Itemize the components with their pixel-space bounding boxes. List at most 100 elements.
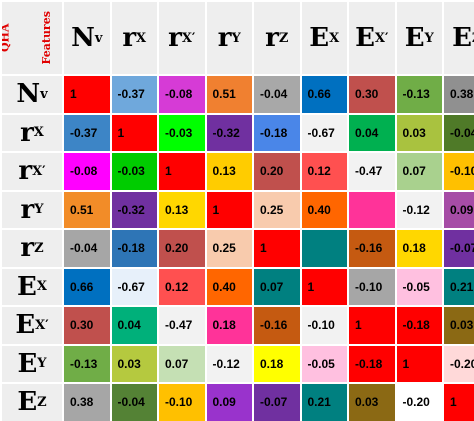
row-header-7-main: E — [17, 348, 38, 379]
heatmap-cell-2-0: -0.08 — [64, 153, 110, 190]
heatmap-cell-1-6: 0.04 — [349, 114, 395, 151]
row-header-5-main: E — [17, 271, 37, 302]
heatmap-cell-0-0: 1 — [64, 76, 110, 113]
heatmap-cell-2-3: 0.13 — [206, 153, 252, 190]
heatmap-cell-8-2: -0.10 — [159, 384, 205, 421]
row-header-2-sub: X′ — [32, 163, 46, 179]
row-header-2-main: r — [18, 156, 33, 187]
corner-label: QHA Features — [2, 2, 62, 74]
row-header-6-sub: X′ — [35, 317, 49, 333]
heatmap-cell-1-7: 0.03 — [396, 114, 442, 151]
heatmap-cell-2-4: 0.20 — [254, 153, 300, 190]
heatmap-cell-8-3: 0.09 — [206, 384, 252, 421]
heatmap-cell-0-2: -0.08 — [159, 76, 205, 113]
heatmap-cell-7-6: -0.18 — [349, 345, 395, 382]
heatmap-cell-4-2: 0.20 — [159, 230, 205, 267]
column-header-3-main: r — [217, 23, 232, 53]
row-header-0-main: N — [16, 79, 41, 110]
heatmap-cell-1-2: -0.03 — [159, 114, 205, 151]
heatmap-cell-8-7: -0.20 — [396, 384, 442, 421]
heatmap-cell-8-1: -0.04 — [111, 384, 157, 421]
heatmap-cell-5-3: 0.40 — [206, 268, 252, 305]
heatmap-cell-7-2: 0.07 — [159, 345, 205, 382]
heatmap-cell-4-1: -0.18 — [111, 230, 157, 267]
heatmap-cell-2-1: -0.03 — [111, 153, 157, 190]
row-header-8-sub: Z — [37, 394, 47, 410]
heatmap-cell-8-6: 0.03 — [349, 384, 395, 421]
column-header-6-sub: X′ — [374, 30, 389, 46]
heatmap-cell-1-8: -0.04 — [444, 114, 474, 151]
row-header-1-sub: X — [33, 125, 44, 141]
heatmap-cell-5-0: 0.66 — [64, 268, 110, 305]
row-header-8-main: E — [17, 387, 38, 418]
heatmap-cell-6-0: 0.30 — [64, 307, 110, 344]
heatmap-cell-5-8: 0.21 — [444, 268, 474, 305]
heatmap-cell-3-7: -0.12 — [396, 191, 442, 228]
column-header-2-sub: X′ — [181, 30, 196, 46]
column-header-4-sub: Z — [278, 30, 289, 46]
row-header-6-main: E — [15, 310, 36, 341]
heatmap-cell-0-5: 0.66 — [301, 76, 347, 113]
row-header-4-sub: Z — [34, 240, 44, 256]
heatmap-cell-8-5: 0.21 — [301, 384, 347, 421]
heatmap-cell-5-6: -0.10 — [349, 268, 395, 305]
heatmap-cell-4-6: -0.16 — [349, 230, 395, 267]
heatmap-cell-6-5: -0.10 — [301, 307, 347, 344]
heatmap-cell-1-0: -0.37 — [64, 114, 110, 151]
heatmap-cell-2-2: 1 — [159, 153, 205, 190]
heatmap-cell-3-0: 0.51 — [64, 191, 110, 228]
column-header-7-sub: Y — [424, 30, 434, 46]
column-header-1-sub: X — [136, 30, 147, 46]
row-header-6: E X′ — [2, 307, 62, 344]
heatmap-cell-2-7: 0.07 — [396, 153, 442, 190]
row-header-7-sub: Y — [37, 356, 47, 372]
heatmap-cell-4-4: 1 — [254, 230, 300, 267]
row-header-2: r X′ — [2, 153, 62, 190]
heatmap-cell-2-5: 0.12 — [301, 153, 347, 190]
column-header-5-main: E — [309, 23, 330, 53]
column-header-2-main: r — [168, 23, 182, 53]
heatmap-cell-5-4: 0.07 — [254, 268, 300, 305]
row-header-0-sub: v — [40, 86, 48, 102]
heatmap-cell-6-6: 1 — [349, 307, 395, 344]
heatmap-cell-2-8: -0.10 — [444, 153, 474, 190]
heatmap-cell-5-1: -0.67 — [111, 268, 157, 305]
heatmap-cell-0-4: -0.04 — [254, 76, 300, 113]
heatmap-cell-4-8: -0.07 — [444, 230, 474, 267]
heatmap-cell-4-7: 0.18 — [396, 230, 442, 267]
heatmap-cell-0-7: -0.13 — [396, 76, 442, 113]
row-header-3-main: r — [20, 194, 35, 225]
heatmap-cell-3-3: 1 — [206, 191, 252, 228]
heatmap-cell-4-3: 0.25 — [206, 230, 252, 267]
column-header-0-sub: v — [94, 30, 103, 46]
heatmap-cell-6-2: -0.47 — [159, 307, 205, 344]
heatmap-cell-3-2: 0.13 — [159, 191, 205, 228]
column-header-8-sub: Z — [472, 31, 474, 46]
heatmap-cell-3-5: 0.40 — [301, 191, 347, 228]
column-header-6-main: E — [355, 23, 375, 53]
heatmap-cell-6-8: 0.03 — [444, 307, 474, 344]
column-header-3-sub: Y — [231, 30, 241, 46]
heatmap-cell-7-4: 0.18 — [254, 345, 300, 382]
column-header-7-main: E — [404, 23, 425, 53]
column-header-8: EZ — [444, 2, 474, 74]
heatmap-cell-3-1: -0.32 — [111, 191, 157, 228]
heatmap-cell-5-2: 0.12 — [159, 268, 205, 305]
heatmap-cell-0-3: 0.51 — [206, 76, 252, 113]
column-header-2: r X′ — [159, 2, 205, 74]
heatmap-cell-8-8: 1 — [444, 384, 474, 421]
row-header-4-main: r — [20, 233, 35, 264]
heatmap-cell-1-1: 1 — [111, 114, 157, 151]
heatmap-cell-0-8: 0.38 — [444, 76, 474, 113]
column-header-8-main: E — [452, 23, 472, 53]
heatmap-cell-5-5: 1 — [301, 268, 347, 305]
